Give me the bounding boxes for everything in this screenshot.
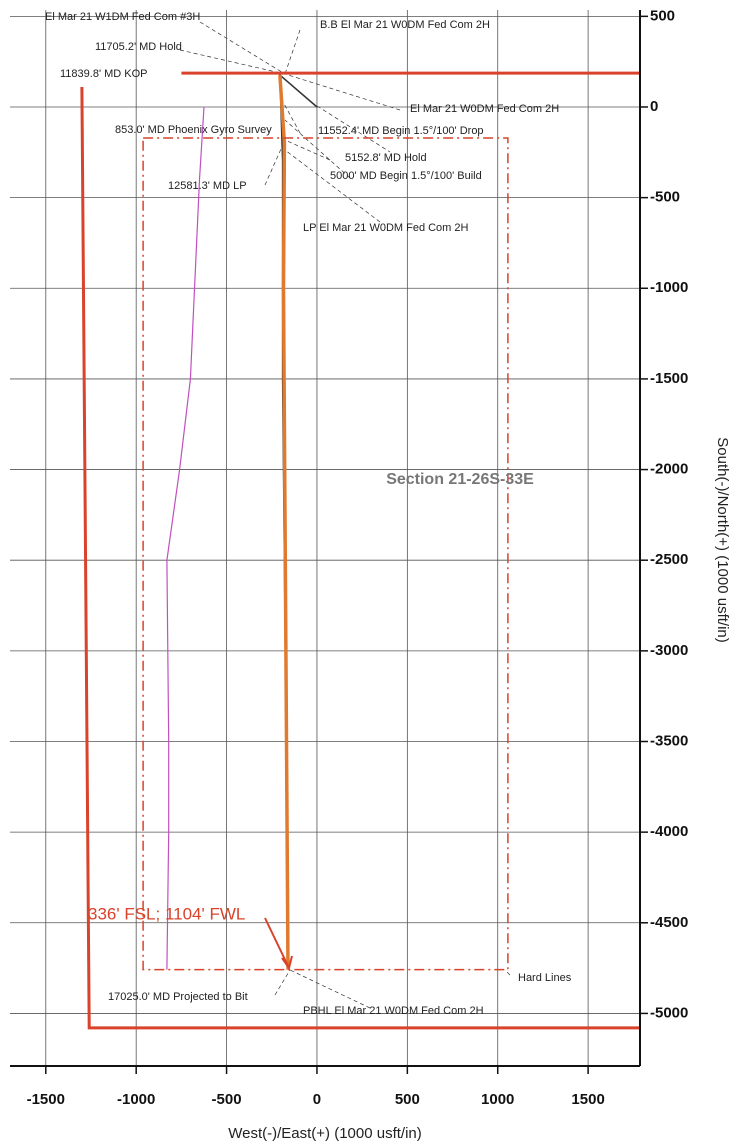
- annotation: 5000' MD Begin 1.5°/100' Build: [330, 170, 482, 182]
- y-tick-label: -4000: [650, 823, 688, 840]
- leaders: [179, 21, 511, 1009]
- annotation: El Mar 21 W0DM Fed Com 2H: [410, 103, 559, 115]
- x-tick-label: -500: [212, 1091, 242, 1108]
- x-axis-label: West(-)/East(+) (1000 usft/in): [228, 1125, 422, 1142]
- series-line: [80, 71, 640, 1030]
- x-tick-label: -1000: [117, 1091, 155, 1108]
- y-tick-label: -2000: [650, 461, 688, 478]
- y-tick-label: 0: [650, 98, 658, 115]
- target-arrow: [264, 917, 293, 971]
- y-tick-label: -1500: [650, 370, 688, 387]
- annotation: 11839.8' MD KOP: [60, 68, 148, 80]
- target-label: 336' FSL; 1104' FWL: [88, 904, 245, 923]
- x-tick-label: 500: [395, 1091, 420, 1108]
- annotation: 5152.8' MD Hold: [345, 152, 427, 164]
- annotation: 853.0' MD Phoenix Gyro Survey: [115, 124, 272, 136]
- y-tick-label: -4500: [650, 914, 688, 931]
- annotation: 17025.0' MD Projected to Bit: [108, 991, 248, 1003]
- series-line: [278, 74, 290, 970]
- y-tick-label: -2500: [650, 551, 688, 568]
- annotation: 11705.2' MD Hold: [95, 41, 182, 53]
- y-tick-label: -1000: [650, 279, 688, 296]
- annotation: Hard Lines: [518, 972, 572, 984]
- y-tick-label: 500: [650, 7, 675, 24]
- x-tick-label: 1500: [571, 1091, 604, 1108]
- series-line: [142, 137, 509, 971]
- y-tick-label: -3000: [650, 642, 688, 659]
- annotation: B.B El Mar 21 W0DM Fed Com 2H: [320, 19, 490, 31]
- series-line: [166, 106, 205, 970]
- annotation: El Mar 21 W1DM Fed Com #3H: [45, 11, 200, 23]
- y-tick-label: -5000: [650, 1004, 688, 1021]
- x-tick-label: 0: [313, 1091, 321, 1108]
- annotation: 11552.4' MD Begin 1.5°/100' Drop: [318, 125, 484, 137]
- annotation: PBHL El Mar 21 W0DM Fed Com 2H: [303, 1005, 484, 1017]
- annotation: LP El Mar 21 W0DM Fed Com 2H: [303, 222, 469, 234]
- y-tick-label: -3500: [650, 732, 688, 749]
- x-tick-label: 1000: [481, 1091, 514, 1108]
- annotation: 12581.3' MD LP: [168, 180, 247, 192]
- y-axis-label: South(-)/North(+) (1000 usft/in): [714, 437, 731, 643]
- section-label: Section 21-26S-33E: [386, 471, 534, 488]
- x-tick-label: -1500: [27, 1091, 65, 1108]
- y-tick-label: -500: [650, 189, 680, 206]
